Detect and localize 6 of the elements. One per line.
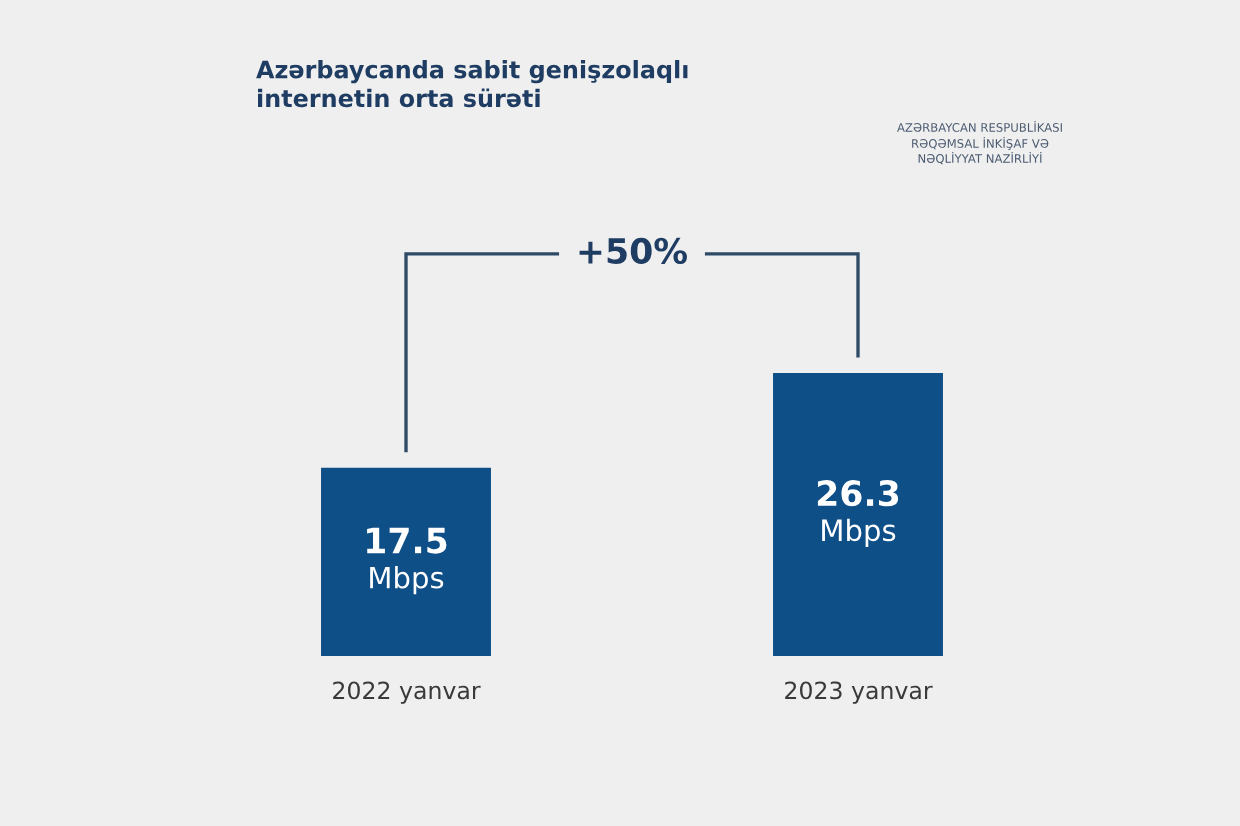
data-label: 26.3 Mbps (817, 480, 899, 547)
text: +50% (579, 237, 687, 265)
data-label: 17.5 Mbps (367, 527, 447, 595)
x-tick-label: 2023 yanvar (785, 681, 933, 704)
x-tick-label: 2022 yanvar (333, 681, 481, 704)
chart-title: Azərbaycanda sabit genişzolaqlı internetin orta sürəti (256, 60, 688, 108)
